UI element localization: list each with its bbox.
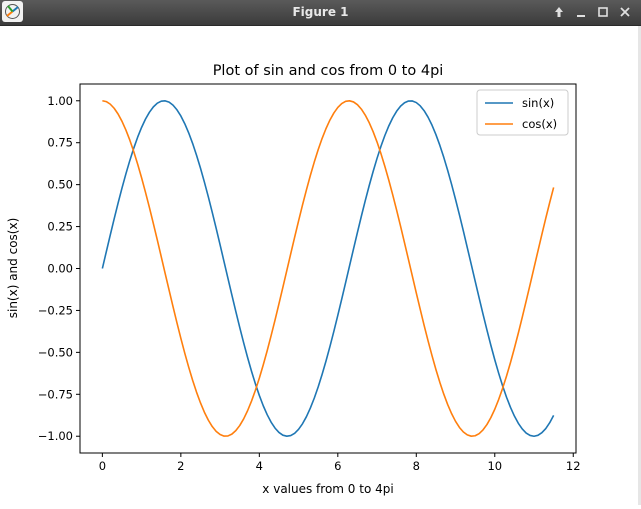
y-tick-label: −0.50 (38, 345, 73, 359)
y-tick-label: 1.00 (47, 94, 73, 108)
y-tick-label: 0.50 (47, 178, 73, 192)
title-bar[interactable]: Figure 1 (0, 0, 641, 26)
minimize-icon[interactable] (573, 4, 589, 20)
legend: sin(x) cos(x) (476, 89, 569, 136)
x-axis-ticks: 0 2 4 6 8 10 12 (99, 453, 581, 473)
series (101, 99, 555, 438)
window-edge (638, 26, 641, 505)
legend-label: cos(x) (522, 117, 557, 131)
y-axis-ticks: 1.00 0.75 0.50 0.25 0.00 −0.25 −0.50 −0.75 −1.00 (38, 94, 80, 443)
x-tick-label: 6 (334, 459, 341, 473)
x-tick-label: 2 (177, 459, 184, 473)
app-icon (2, 1, 23, 22)
plot-frame (79, 83, 577, 454)
figure-canvas: 0 2 4 6 8 10 12 1.00 0.75 0.50 0.25 0.00 −0.25 −0.50… (0, 26, 641, 505)
y-axis-label: sin(x) and cos(x) (6, 218, 20, 319)
close-icon[interactable] (617, 4, 633, 20)
window-title: Figure 1 (292, 5, 349, 19)
x-axis-label: x values from 0 to 4pi (262, 482, 393, 496)
x-tick-label: 12 (566, 459, 581, 473)
legend-label: sin(x) (522, 96, 554, 110)
x-tick-label: 0 (99, 459, 106, 473)
y-tick-label: 0.00 (47, 262, 73, 276)
series-line-cos (102, 99, 555, 437)
y-tick-label: 0.75 (47, 136, 73, 150)
series-line-sin (101, 100, 555, 438)
y-tick-label: 0.25 (47, 220, 73, 234)
y-tick-label: −1.00 (38, 429, 73, 443)
plot-svg: 0 2 4 6 8 10 12 1.00 0.75 0.50 0.25 0.00 −0.25 −0.50… (6, 63, 581, 496)
y-tick-label: −0.25 (38, 303, 73, 317)
y-tick-label: −0.75 (38, 387, 73, 401)
x-tick-label: 8 (413, 459, 420, 473)
maximize-icon[interactable] (595, 4, 611, 20)
chart-title: Plot of sin and cos from 0 to 4pi (213, 63, 444, 79)
x-tick-label: 4 (256, 459, 263, 473)
x-tick-label: 10 (487, 459, 502, 473)
pin-up-icon[interactable] (551, 4, 567, 20)
axes: 0 2 4 6 8 10 12 1.00 0.75 0.50 0.25 0.00 −0.25 −0.50… (38, 83, 581, 473)
